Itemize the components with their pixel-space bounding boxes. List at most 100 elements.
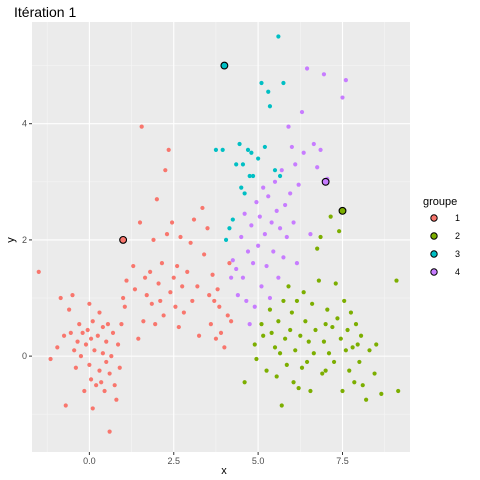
data-point-group-1	[185, 269, 190, 274]
data-point-group-1	[141, 319, 146, 324]
data-point-group-2	[323, 368, 328, 373]
data-point-group-1	[61, 333, 67, 338]
data-point-group-3	[281, 80, 286, 86]
data-point-group-1	[202, 252, 207, 257]
legend-label-1: 1	[455, 213, 460, 223]
data-point-group-4	[229, 275, 234, 280]
data-point-group-3	[259, 80, 264, 86]
data-point-group-2	[315, 246, 320, 251]
data-point-group-2	[374, 342, 379, 347]
data-point-group-2	[308, 388, 313, 394]
legend-key-4	[430, 268, 438, 276]
data-point-group-3	[262, 144, 267, 150]
centroid-group-1	[119, 235, 128, 244]
data-point-group-2	[272, 345, 278, 350]
data-point-group-3	[220, 147, 225, 152]
data-point-group-4	[256, 243, 261, 248]
data-point-group-1	[100, 324, 105, 330]
data-point-group-4	[343, 78, 348, 83]
data-point-group-1	[73, 365, 78, 370]
data-point-group-1	[200, 205, 205, 211]
data-point-group-3	[250, 173, 256, 179]
data-point-group-2	[269, 330, 274, 335]
data-point-group-2	[326, 351, 332, 356]
data-point-group-2	[353, 322, 359, 327]
data-point-group-1	[159, 261, 165, 266]
legend: groupe 1 2 3 4	[423, 196, 460, 277]
data-point-group-4	[277, 226, 283, 231]
data-points	[36, 34, 401, 434]
data-point-group-1	[148, 269, 153, 274]
data-point-group-1	[171, 275, 176, 280]
data-point-group-1	[36, 269, 41, 274]
data-point-group-1	[97, 310, 102, 315]
data-point-group-4	[247, 322, 252, 327]
data-point-group-1	[90, 319, 95, 324]
data-point-group-1	[112, 383, 117, 388]
data-point-group-1	[161, 313, 166, 318]
data-point-group-1	[137, 220, 143, 225]
data-point-group-1	[166, 147, 171, 152]
data-point-group-2	[325, 307, 330, 312]
data-point-group-2	[335, 316, 340, 321]
data-point-group-1	[144, 293, 149, 298]
data-point-group-4	[315, 165, 320, 170]
data-point-group-2	[330, 324, 335, 330]
data-point-group-4	[249, 223, 254, 228]
data-point-group-2	[360, 383, 365, 388]
data-point-group-2	[277, 351, 283, 356]
data-point-group-1	[104, 359, 109, 365]
data-point-group-1	[90, 406, 95, 411]
data-point-group-2	[279, 403, 284, 408]
data-point-group-1	[88, 336, 94, 341]
data-point-group-2	[252, 342, 257, 347]
data-point-group-2	[311, 351, 316, 356]
data-point-group-1	[154, 197, 159, 202]
data-point-group-1	[114, 397, 119, 402]
data-point-group-1	[213, 336, 219, 341]
data-point-group-4	[294, 261, 300, 266]
data-point-group-2	[310, 301, 315, 306]
data-point-group-1	[82, 388, 87, 394]
data-point-group-1	[78, 354, 84, 359]
centroid-group-3	[220, 61, 229, 70]
data-point-group-2	[284, 362, 289, 367]
y-axis-label: y	[5, 237, 17, 243]
legend-title: groupe	[423, 196, 457, 208]
data-point-group-1	[63, 403, 68, 408]
data-point-group-2	[323, 322, 328, 327]
legend-label-4: 4	[455, 267, 460, 277]
data-point-group-2	[293, 348, 298, 353]
data-point-group-1	[149, 301, 154, 306]
data-point-group-1	[121, 295, 126, 301]
data-point-group-1	[68, 330, 73, 335]
data-point-group-4	[283, 202, 288, 208]
data-point-group-3	[230, 217, 235, 222]
data-point-group-4	[340, 95, 345, 100]
data-point-group-1	[105, 322, 111, 327]
data-point-group-1	[117, 365, 122, 370]
data-point-group-1	[215, 287, 220, 292]
data-point-group-1	[151, 237, 156, 243]
data-point-group-4	[245, 249, 251, 254]
centroid-group-2	[338, 206, 347, 215]
data-point-group-1	[169, 220, 175, 225]
chart-title: Itération 1	[14, 4, 76, 20]
data-point-group-2	[316, 278, 321, 283]
data-point-group-1	[173, 304, 178, 309]
data-point-group-4	[230, 258, 235, 263]
data-point-group-2	[291, 380, 296, 385]
data-point-group-4	[252, 304, 257, 309]
data-point-group-1	[131, 263, 136, 269]
data-point-group-4	[299, 109, 305, 115]
data-point-group-2	[313, 327, 318, 333]
data-point-group-1	[205, 226, 210, 231]
data-point-group-2	[347, 368, 352, 373]
data-point-group-1	[110, 330, 116, 335]
data-point-group-1	[132, 287, 138, 292]
data-point-group-2	[343, 348, 348, 353]
data-point-group-2	[340, 388, 345, 394]
centroid-group-4	[321, 177, 330, 186]
data-point-group-2	[342, 298, 347, 304]
data-point-group-4	[261, 185, 266, 190]
